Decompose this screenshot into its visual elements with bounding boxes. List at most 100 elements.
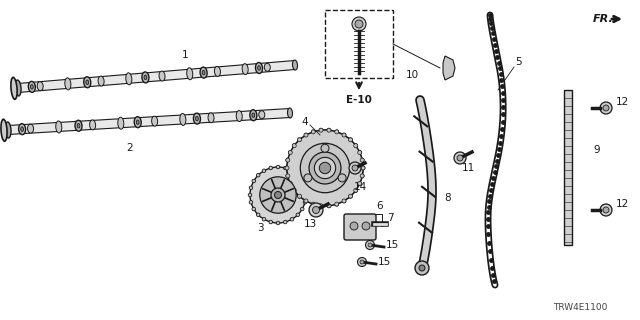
Ellipse shape (255, 62, 262, 74)
Ellipse shape (248, 193, 252, 197)
Ellipse shape (257, 213, 260, 217)
Ellipse shape (257, 66, 260, 70)
Circle shape (355, 20, 363, 28)
Circle shape (600, 204, 612, 216)
Ellipse shape (342, 133, 346, 137)
FancyBboxPatch shape (344, 214, 376, 240)
Text: 7: 7 (387, 213, 394, 223)
Ellipse shape (98, 76, 104, 86)
Ellipse shape (15, 80, 21, 96)
Ellipse shape (142, 72, 149, 83)
Ellipse shape (342, 199, 346, 203)
Text: 4: 4 (301, 117, 308, 127)
Ellipse shape (288, 150, 292, 155)
Ellipse shape (360, 174, 364, 178)
Bar (564, 90, 572, 245)
Ellipse shape (304, 199, 308, 203)
Ellipse shape (292, 188, 296, 192)
Circle shape (603, 207, 609, 213)
Text: FR.: FR. (593, 14, 613, 24)
Ellipse shape (286, 158, 290, 162)
Circle shape (350, 222, 358, 230)
Circle shape (250, 167, 306, 223)
Circle shape (338, 174, 346, 182)
Ellipse shape (358, 181, 362, 186)
Ellipse shape (296, 173, 300, 177)
Ellipse shape (288, 150, 292, 155)
Ellipse shape (252, 207, 255, 211)
Circle shape (358, 258, 367, 267)
Circle shape (365, 241, 374, 250)
Text: TRW4E1100: TRW4E1100 (553, 303, 607, 313)
Ellipse shape (292, 144, 296, 148)
Ellipse shape (28, 124, 33, 133)
Ellipse shape (284, 220, 287, 224)
Ellipse shape (327, 128, 331, 132)
Text: 10: 10 (405, 70, 419, 80)
Circle shape (419, 265, 425, 271)
Ellipse shape (262, 169, 266, 172)
Ellipse shape (335, 202, 339, 206)
Ellipse shape (303, 201, 307, 204)
Ellipse shape (354, 188, 358, 192)
Circle shape (457, 155, 463, 161)
Text: 6: 6 (377, 201, 383, 211)
Ellipse shape (288, 181, 292, 186)
Ellipse shape (304, 193, 308, 197)
Circle shape (349, 162, 361, 174)
Circle shape (362, 222, 370, 230)
Ellipse shape (180, 114, 186, 125)
Ellipse shape (236, 111, 243, 122)
Ellipse shape (319, 128, 323, 132)
Circle shape (603, 105, 609, 111)
Ellipse shape (354, 144, 358, 148)
Circle shape (309, 152, 341, 184)
Ellipse shape (28, 81, 35, 92)
Ellipse shape (360, 158, 364, 162)
Circle shape (360, 260, 364, 264)
Ellipse shape (249, 186, 253, 189)
Ellipse shape (301, 207, 304, 211)
Circle shape (319, 162, 331, 174)
Ellipse shape (276, 165, 280, 169)
Ellipse shape (77, 124, 80, 128)
Ellipse shape (286, 158, 290, 162)
Ellipse shape (202, 70, 205, 75)
Ellipse shape (301, 179, 304, 183)
Ellipse shape (276, 221, 280, 225)
Ellipse shape (361, 166, 365, 170)
Ellipse shape (303, 186, 307, 189)
Ellipse shape (360, 174, 364, 178)
Circle shape (312, 206, 319, 213)
Circle shape (309, 203, 323, 217)
Circle shape (352, 165, 358, 171)
Text: E-10: E-10 (346, 95, 372, 105)
Ellipse shape (358, 150, 362, 155)
Polygon shape (18, 60, 296, 92)
Ellipse shape (311, 202, 316, 206)
Ellipse shape (187, 68, 193, 80)
Ellipse shape (144, 75, 147, 80)
Ellipse shape (292, 188, 296, 192)
Ellipse shape (84, 77, 91, 88)
Ellipse shape (65, 78, 71, 90)
Circle shape (304, 174, 312, 182)
Circle shape (271, 188, 285, 202)
Ellipse shape (348, 138, 353, 142)
Ellipse shape (304, 133, 308, 137)
Ellipse shape (269, 220, 273, 224)
Ellipse shape (75, 120, 82, 131)
Ellipse shape (298, 138, 301, 142)
Circle shape (321, 144, 329, 152)
Ellipse shape (37, 82, 43, 91)
Polygon shape (443, 56, 455, 80)
Ellipse shape (118, 117, 124, 129)
Ellipse shape (134, 117, 141, 128)
Circle shape (260, 177, 296, 213)
Ellipse shape (327, 128, 331, 132)
Text: 11: 11 (461, 163, 475, 173)
Ellipse shape (358, 150, 362, 155)
Ellipse shape (252, 179, 255, 183)
Ellipse shape (342, 199, 346, 203)
Ellipse shape (257, 173, 260, 177)
